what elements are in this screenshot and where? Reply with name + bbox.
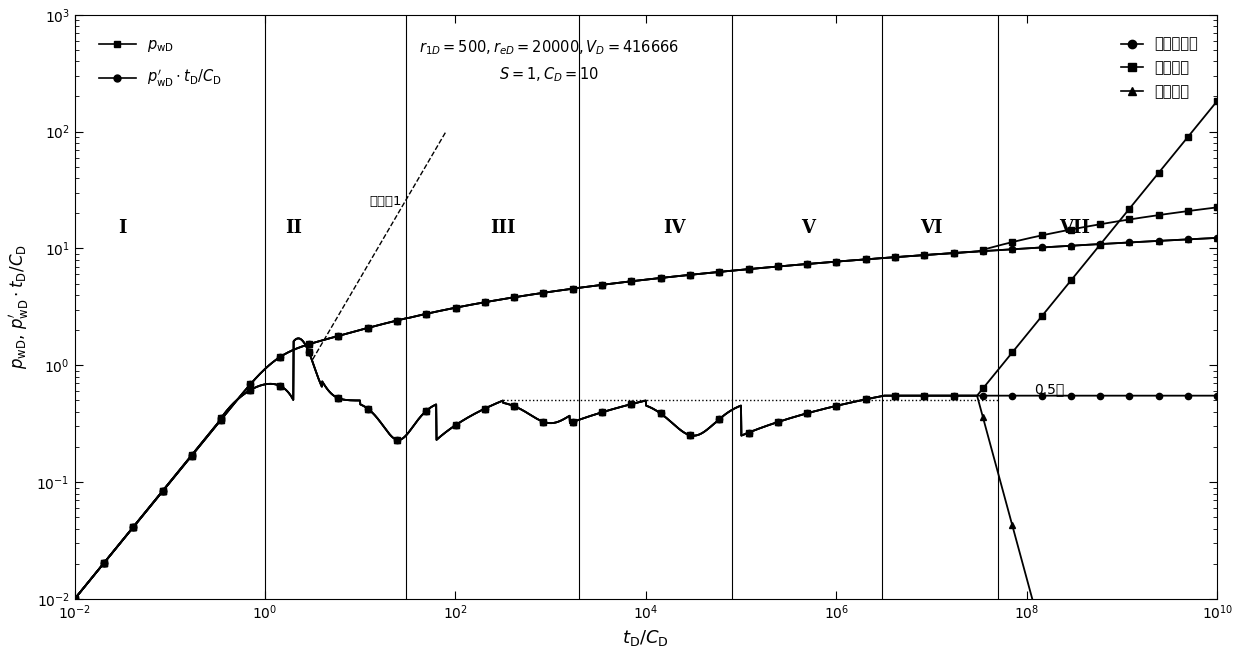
Text: $r_{1D}=500, r_{eD}=20000, V_D=416666$
$S=1, C_D=10$: $r_{1D}=500, r_{eD}=20000, V_D=416666$ $…	[419, 38, 678, 84]
X-axis label: $t_{\mathrm{D}}/C_{\mathrm{D}}$: $t_{\mathrm{D}}/C_{\mathrm{D}}$	[622, 628, 670, 648]
Text: 0.5线: 0.5线	[1034, 383, 1065, 396]
Text: VII: VII	[1059, 219, 1090, 237]
Text: IV: IV	[663, 219, 686, 237]
Text: V: V	[801, 219, 815, 237]
Legend: 无限大地层, 封闭边界, 定压边界: 无限大地层, 封闭边界, 定压边界	[1115, 31, 1204, 105]
Text: 斜率为1: 斜率为1	[370, 195, 402, 208]
Text: III: III	[490, 219, 516, 237]
Text: II: II	[285, 219, 303, 237]
Text: I: I	[118, 219, 126, 237]
Y-axis label: $p_{\mathrm{wD}}$, $p_{\mathrm{wD}}'\cdot t_{\mathrm{D}}/C_{\mathrm{D}}$: $p_{\mathrm{wD}}$, $p_{\mathrm{wD}}'\cdo…	[7, 244, 31, 369]
Text: VI: VI	[920, 219, 942, 237]
